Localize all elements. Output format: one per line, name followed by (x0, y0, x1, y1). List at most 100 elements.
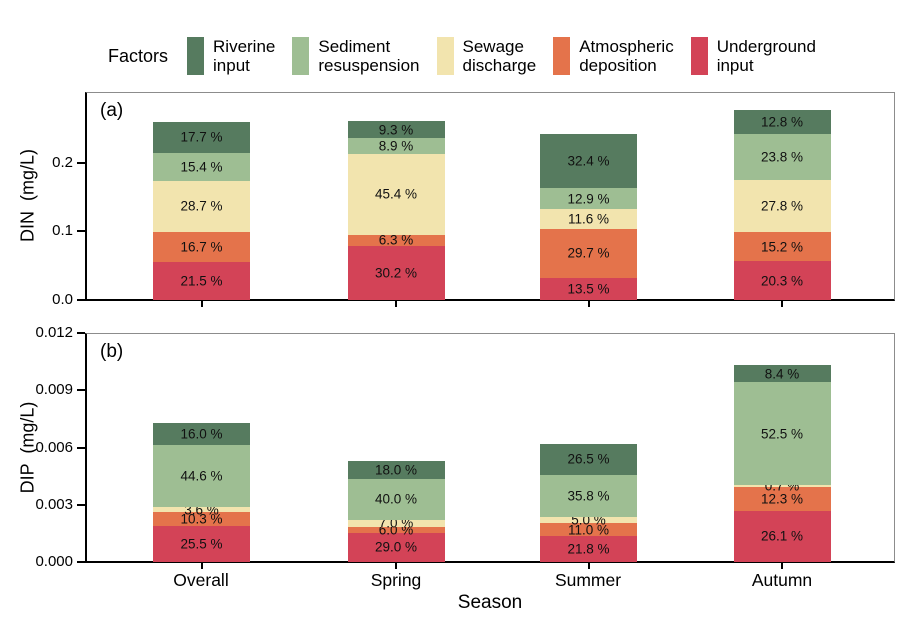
bar-segment-label: 44.6 % (180, 468, 223, 484)
legend-label-underground: Underground input (717, 37, 816, 75)
bar-segment-label: 27.8 % (760, 198, 804, 214)
y-tick (77, 332, 85, 334)
bar-segment-underground (733, 510, 831, 562)
bar-segment-label: 23.8 % (760, 149, 804, 165)
legend-item-sewage: Sewage discharge (436, 37, 537, 75)
bar-segment-label: 52.5 % (760, 426, 804, 442)
legend-title: Factors (108, 45, 169, 66)
y-tick-label: 0.0 (52, 291, 73, 308)
bar-segment-label: 18.0 % (374, 462, 418, 478)
bar-segment-sediment (733, 134, 831, 180)
y-tick-label: 0.009 (35, 381, 73, 399)
y-tick-label: 0.003 (35, 495, 73, 513)
bar-segment-sewage (347, 153, 445, 235)
bar-segment-underground (153, 526, 250, 562)
bar-segment-riverine (540, 443, 637, 475)
bar-segment-label: 16.7 % (180, 239, 223, 255)
y-tick-label: 0.012 (35, 324, 73, 341)
bar-segment-riverine (733, 110, 831, 135)
bar-segment-atmospheric (733, 486, 831, 511)
bar-segment-label: 28.7 % (180, 198, 223, 214)
bar-segment-riverine (733, 365, 831, 382)
bar-segment-riverine (540, 134, 637, 188)
y-tick-label: 0.000 (35, 553, 73, 570)
bar-segment-sediment (153, 444, 250, 508)
bar-segment-riverine (347, 121, 445, 138)
bar-segment-underground (733, 261, 831, 300)
bar-segment-sediment (540, 474, 637, 518)
y-tick (77, 161, 85, 164)
legend-label-line: deposition (579, 56, 657, 75)
din-axis-title: DIN (mg/L) (17, 149, 38, 243)
bar-segment-label: 26.1 % (760, 528, 804, 544)
bar-segment-sewage (540, 209, 637, 229)
y-tick (77, 230, 85, 233)
x-axis-label-spring: Spring (370, 570, 422, 590)
bar-segment-riverine (347, 460, 445, 480)
y-tick (77, 561, 85, 563)
legend-label-line: Sediment (318, 36, 391, 56)
y-tick (77, 389, 85, 392)
bar-segment-underground (347, 532, 445, 562)
bar-segment-sewage (733, 485, 831, 487)
bar-segment-riverine (153, 121, 250, 154)
y-tick (77, 299, 85, 301)
bar-segment-sewage (153, 180, 250, 232)
bar-segment-label: 6.3 % (378, 232, 414, 248)
bar-segment-label: 15.4 % (180, 159, 223, 175)
bar-segment-atmospheric (540, 523, 637, 537)
x-tick (781, 563, 783, 569)
x-tick (781, 301, 783, 307)
x-axis-label-overall: Overall (173, 570, 229, 590)
bar-segment-label: 15.2 % (760, 239, 804, 255)
bar-segment-label: 30.2 % (374, 265, 418, 281)
bar-segment-label: 29.7 % (567, 245, 610, 261)
bar-segment-atmospheric (153, 512, 250, 527)
x-tick (395, 563, 397, 569)
bar-segment-underground (540, 277, 637, 300)
x-axis-label-autumn: Autumn (751, 570, 813, 590)
bar-segment-sewage (540, 517, 637, 524)
bar-segment-label: 8.4 % (764, 366, 800, 382)
bar-segment-sewage (153, 507, 250, 513)
legend-item-sediment: Sediment resuspension (292, 36, 420, 75)
legend-swatch-atmospheric-icon (553, 37, 571, 75)
bar-segment-label: 21.8 % (567, 541, 610, 557)
x-tick (587, 301, 590, 307)
x-tick (200, 563, 203, 569)
legend-label-line: input (716, 56, 754, 75)
bar-segment-sediment (347, 137, 445, 154)
legend-item-atmospheric: Atmospheric deposition (553, 37, 674, 75)
y-tick (77, 503, 85, 506)
y-tick-label: 0.2 (52, 153, 73, 171)
legend-label-sewage: Sewage discharge (463, 37, 537, 75)
bar-segment-riverine (153, 422, 250, 445)
bar-segment-label: 32.4 % (567, 153, 610, 169)
legend-swatch-riverine-icon (187, 37, 205, 75)
x-tick (200, 301, 203, 307)
bar-segment-underground (347, 246, 445, 300)
x-axis-label-summer: Summer (554, 570, 622, 590)
bar-segment-label: 35.8 % (567, 488, 610, 504)
legend-swatch-sediment-icon (292, 37, 310, 75)
bar-segment-label: 40.0 % (374, 491, 418, 507)
y-tick-label: 0.006 (35, 438, 73, 456)
bar-segment-sediment (347, 479, 445, 520)
bar-segment-atmospheric (733, 232, 831, 262)
bar-segment-label: 11.0 % (567, 522, 610, 538)
bar-segment-label: 12.8 % (760, 114, 804, 130)
bar-segment-label: 45.4 % (374, 186, 418, 202)
bar-segment-label: 12.9 % (567, 191, 610, 207)
legend-label-line: resuspension (318, 56, 420, 75)
x-tick (395, 301, 397, 307)
bar-segment-underground (540, 536, 637, 562)
bar-segment-label: 20.3 % (760, 273, 804, 289)
panel-b-letter: (b) (100, 341, 124, 362)
legend-label-line: input (213, 56, 250, 75)
bar-segment-label: 25.5 % (180, 536, 223, 552)
bar-segment-label: 8.9 % (378, 138, 414, 154)
bar-segment-atmospheric (540, 228, 637, 278)
bar-segment-label: 13.5 % (567, 281, 610, 297)
bar-segment-sediment (733, 381, 831, 486)
